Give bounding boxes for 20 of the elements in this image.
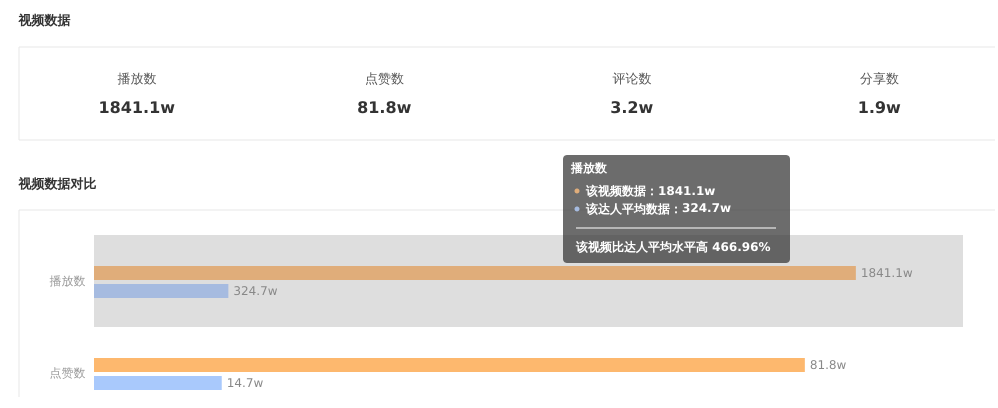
legend-title: 播放数 [570,161,608,175]
text: 1841.1w [98,98,176,117]
text: 3.2w [610,98,654,117]
category-label: 播放数 [117,72,156,87]
annotation: 该视频比达人平均水平高 466.96% [575,240,771,254]
category-label: 分享数 [860,71,899,87]
legend-label: 该视频数据： [585,184,658,198]
text: 81.8w [357,98,412,117]
text: 1.9w [858,98,901,117]
category-label: 评论数 [612,72,652,87]
text: 324.7w [682,201,732,215]
data-label: 81.8w [810,358,847,372]
chart-title: 视频数据对比 [18,176,96,192]
data-label: 324.7w [233,284,278,298]
text: 视频数据 [18,12,70,28]
data-label: 1841.1w [860,266,913,280]
category-label: 点赞数 [364,72,404,87]
text: 1841.1w [658,184,716,198]
data-label: 14.7w [226,376,264,390]
legend-label: 该达人平均数据： [585,202,682,216]
